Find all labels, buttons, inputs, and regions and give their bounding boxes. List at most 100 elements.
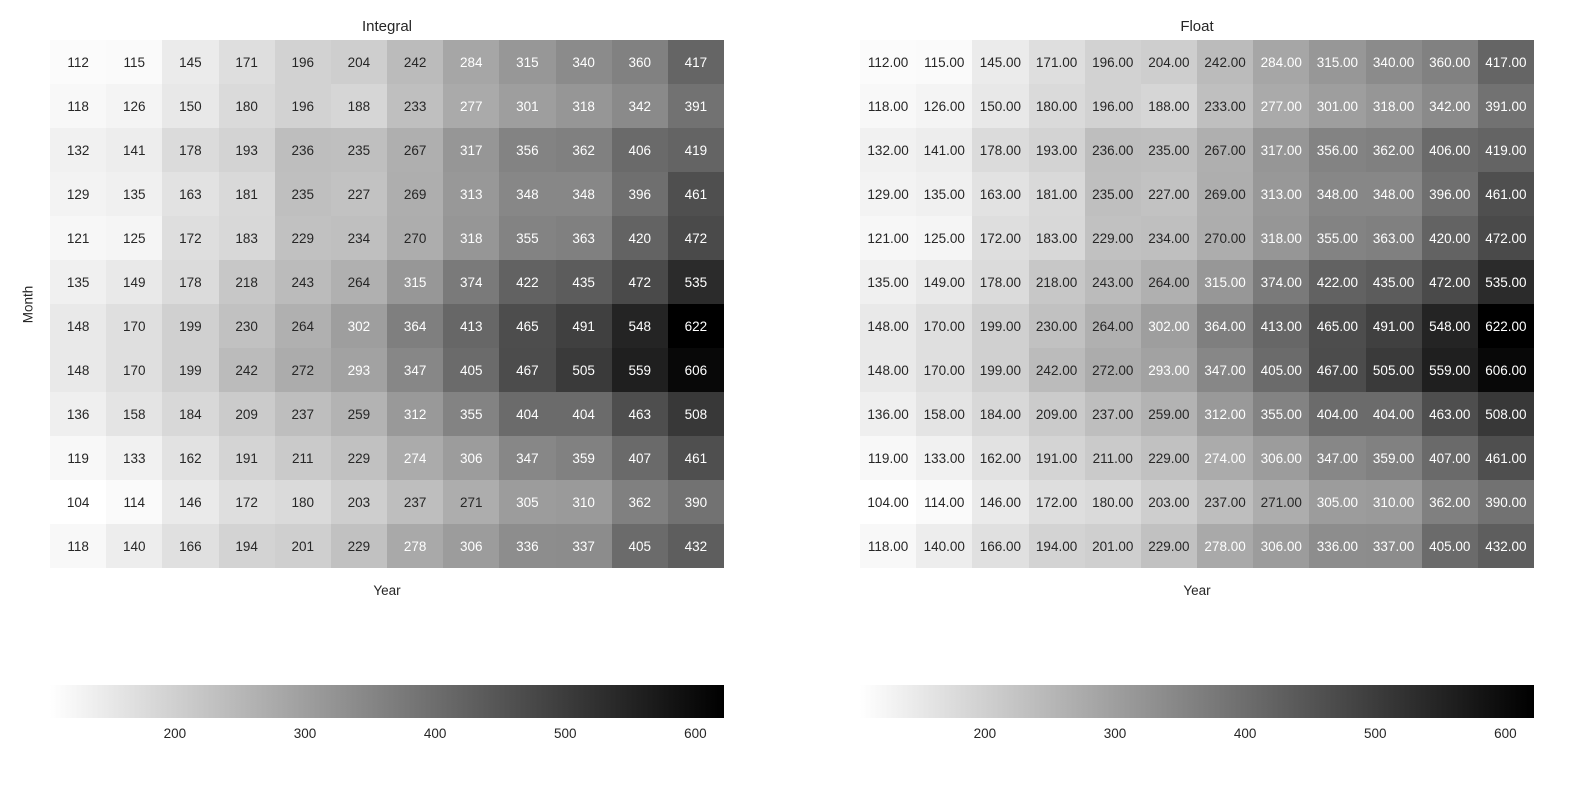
heatmap-cell: 472.00 <box>1421 260 1478 304</box>
heatmap-cell: 359.00 <box>1365 436 1422 480</box>
heatmap-cell: 271 <box>443 480 500 524</box>
heatmap-cell: 359 <box>555 436 612 480</box>
heatmap-cell: 548.00 <box>1421 304 1478 348</box>
heatmap-cell: 136.00 <box>860 392 917 436</box>
x-axis-label: Year <box>373 583 401 598</box>
heatmap-cell: 336 <box>499 524 556 568</box>
heatmap-cell: 274 <box>387 436 444 480</box>
heatmap-cell: 140 <box>106 524 163 568</box>
heatmap-cell: 505.00 <box>1365 348 1422 392</box>
heatmap-cell: 302 <box>330 304 387 348</box>
panel-title: Integral <box>361 18 413 35</box>
heatmap-cell: 145.00 <box>972 40 1029 84</box>
heatmap-cell: 172.00 <box>972 216 1029 260</box>
heatmap-cell: 170 <box>106 304 163 348</box>
heatmap-cell: 178 <box>162 128 219 172</box>
heatmap-cell: 293.00 <box>1140 348 1197 392</box>
heatmap-cell: 269.00 <box>1197 172 1254 216</box>
heatmap-cell: 184 <box>162 392 219 436</box>
heatmap-cell: 305.00 <box>1309 480 1366 524</box>
heatmap-cell: 148 <box>50 304 107 348</box>
heatmap-cell: 170.00 <box>916 348 973 392</box>
colorbar <box>860 685 1534 718</box>
colorbar-tick-label: 500 <box>1363 726 1387 741</box>
heatmap-cell: 317.00 <box>1253 128 1310 172</box>
heatmap-cell: 364.00 <box>1197 304 1254 348</box>
heatmap-cell: 306 <box>443 524 500 568</box>
heatmap-cell: 132.00 <box>860 128 917 172</box>
heatmap-cell: 150 <box>162 84 219 128</box>
heatmap-cell: 278.00 <box>1197 524 1254 568</box>
heatmap-cell: 178 <box>162 260 219 304</box>
heatmap-cell: 178.00 <box>972 260 1029 304</box>
heatmap-cell: 413.00 <box>1253 304 1310 348</box>
heatmap-cell: 235.00 <box>1084 172 1141 216</box>
heatmap-cell: 194 <box>218 524 275 568</box>
heatmap-cell: 209 <box>218 392 275 436</box>
heatmap-cell: 229 <box>274 216 331 260</box>
heatmap-cell: 172.00 <box>1028 480 1085 524</box>
heatmap-cell: 121 <box>50 216 107 260</box>
heatmap-cell: 406.00 <box>1421 128 1478 172</box>
heatmap-cell: 236.00 <box>1084 128 1141 172</box>
heatmap-cell: 181.00 <box>1028 172 1085 216</box>
heatmap-cell: 235.00 <box>1140 128 1197 172</box>
heatmap-cell: 315 <box>387 260 444 304</box>
heatmap-cell: 172 <box>218 480 275 524</box>
heatmap-cell: 183.00 <box>1028 216 1085 260</box>
heatmap-cell: 235 <box>274 172 331 216</box>
heatmap-cell: 313 <box>443 172 500 216</box>
heatmap-cell: 277.00 <box>1253 84 1310 128</box>
heatmap-cell: 218 <box>218 260 275 304</box>
heatmap-cell: 118 <box>50 524 107 568</box>
heatmap-cell: 227.00 <box>1140 172 1197 216</box>
heatmap-cell: 121.00 <box>860 216 917 260</box>
heatmap-cell: 461 <box>667 172 724 216</box>
heatmap-cell: 196.00 <box>1084 40 1141 84</box>
heatmap-cell: 264 <box>330 260 387 304</box>
heatmap-cell: 136 <box>50 392 107 436</box>
heatmap-cell: 364 <box>387 304 444 348</box>
heatmap-cell: 405.00 <box>1421 524 1478 568</box>
heatmap-cell: 180 <box>218 84 275 128</box>
heatmap-cell: 348.00 <box>1365 172 1422 216</box>
heatmap-cell: 271.00 <box>1253 480 1310 524</box>
heatmap-cell: 419.00 <box>1477 128 1534 172</box>
heatmap-cell: 193.00 <box>1028 128 1085 172</box>
heatmap-cell: 180 <box>274 480 331 524</box>
heatmap-cell: 472 <box>611 260 668 304</box>
colorbar-tick-label: 500 <box>553 726 577 741</box>
heatmap-cell: 337.00 <box>1365 524 1422 568</box>
heatmap-cell: 463.00 <box>1421 392 1478 436</box>
heatmap-cell: 170 <box>106 348 163 392</box>
heatmap-cell: 229 <box>330 524 387 568</box>
heatmap-cell: 243 <box>274 260 331 304</box>
heatmap-cell: 535 <box>667 260 724 304</box>
heatmap-cell: 463 <box>611 392 668 436</box>
heatmap-cell: 233.00 <box>1197 84 1254 128</box>
heatmap-cell: 149.00 <box>916 260 973 304</box>
heatmap-cell: 184.00 <box>972 392 1029 436</box>
heatmap-cell: 272 <box>274 348 331 392</box>
heatmap-cell: 465.00 <box>1309 304 1366 348</box>
heatmap-cell: 118.00 <box>860 524 917 568</box>
heatmap-cell: 360 <box>611 40 668 84</box>
heatmap-cell: 363.00 <box>1365 216 1422 260</box>
heatmap-cell: 234 <box>330 216 387 260</box>
heatmap-cell: 126.00 <box>916 84 973 128</box>
heatmap-cell: 104.00 <box>860 480 917 524</box>
heatmap-cell: 606.00 <box>1477 348 1534 392</box>
heatmap-cell: 196.00 <box>1084 84 1141 128</box>
heatmap-cell: 348 <box>555 172 612 216</box>
heatmap-cell: 146.00 <box>972 480 1029 524</box>
heatmap-cell: 196 <box>274 84 331 128</box>
heatmap-cell: 235 <box>330 128 387 172</box>
heatmap-panel-float: Float 112.00 115.00 145.00 171.00 196.00 204.… <box>810 0 1574 786</box>
heatmap-cell: 180.00 <box>1084 480 1141 524</box>
heatmap-cell: 391 <box>667 84 724 128</box>
heatmap-cell: 306.00 <box>1253 524 1310 568</box>
colorbar-tick-label: 300 <box>293 726 317 741</box>
heatmap-cell: 472 <box>667 216 724 260</box>
heatmap-cell: 264.00 <box>1084 304 1141 348</box>
heatmap-cell: 306.00 <box>1253 436 1310 480</box>
